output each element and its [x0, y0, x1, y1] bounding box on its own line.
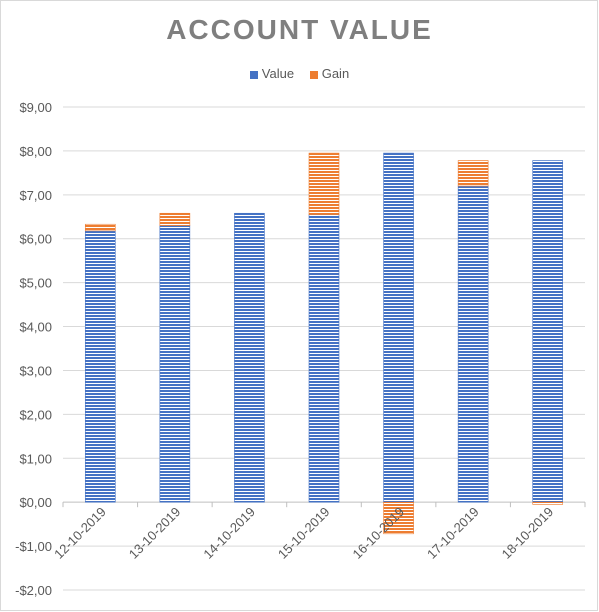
x-tick-label: 17-10-2019: [424, 504, 482, 562]
y-tick-label: $3,00: [19, 363, 52, 378]
y-tick-label: -$1,00: [15, 539, 52, 554]
x-tick-label: 18-10-2019: [499, 504, 557, 562]
bar-gain-13-10-2019: [159, 212, 191, 226]
legend-swatch-gain: [309, 70, 318, 79]
bar-value-13-10-2019: [159, 225, 191, 503]
x-axis: 12-10-2019 13-10-2019 14-10-2019 15-10-2019…: [51, 502, 586, 562]
bar-gain-15-10-2019: [308, 152, 340, 215]
x-tick-label: 14-10-2019: [200, 504, 258, 562]
y-tick-label: $9,00: [19, 100, 52, 115]
x-tick-label: 12-10-2019: [51, 504, 109, 562]
legend-item-value: Value: [249, 66, 295, 81]
bar-value-16-10-2019: [383, 152, 414, 503]
bar-value-18-10-2019: [532, 160, 564, 503]
y-tick-label: $7,00: [19, 188, 52, 203]
y-tick-label: $1,00: [19, 451, 52, 466]
y-tick-label: $4,00: [19, 320, 52, 335]
legend-label-gain: Gain: [321, 66, 350, 81]
y-tick-label: $2,00: [19, 407, 52, 422]
bar-value-17-10-2019: [457, 185, 489, 503]
y-tick-label: -$2,00: [15, 583, 52, 598]
bar-value-14-10-2019: [234, 212, 265, 503]
bar-gain-16-10-2019: [383, 501, 414, 535]
bar-value-12-10-2019: [84, 230, 116, 503]
chart-title: ACCOUNT VALUE: [166, 14, 433, 45]
bar-gain-18-10-2019: [532, 501, 564, 505]
bar-value-15-10-2019: [308, 214, 340, 503]
y-axis: -$2,00 -$1,00 $0,00 $1,00 $2,00 $3,00 $4,00 $5,…: [15, 100, 52, 598]
bar-gain-12-10-2019: [84, 223, 116, 232]
legend: Value Gain: [0, 66, 599, 81]
x-tick-label: 13-10-2019: [126, 504, 184, 562]
legend-swatch-value: [249, 70, 258, 79]
bar-gain-17-10-2019: [457, 160, 489, 187]
bars: [84, 152, 564, 535]
y-tick-label: $5,00: [19, 276, 52, 291]
y-tick-label: $6,00: [19, 232, 52, 247]
legend-label-value: Value: [261, 66, 295, 81]
legend-item-gain: Gain: [309, 66, 350, 81]
x-tick-label: 15-10-2019: [275, 504, 333, 562]
y-tick-label: $0,00: [19, 495, 52, 510]
y-tick-label: $8,00: [19, 144, 52, 159]
